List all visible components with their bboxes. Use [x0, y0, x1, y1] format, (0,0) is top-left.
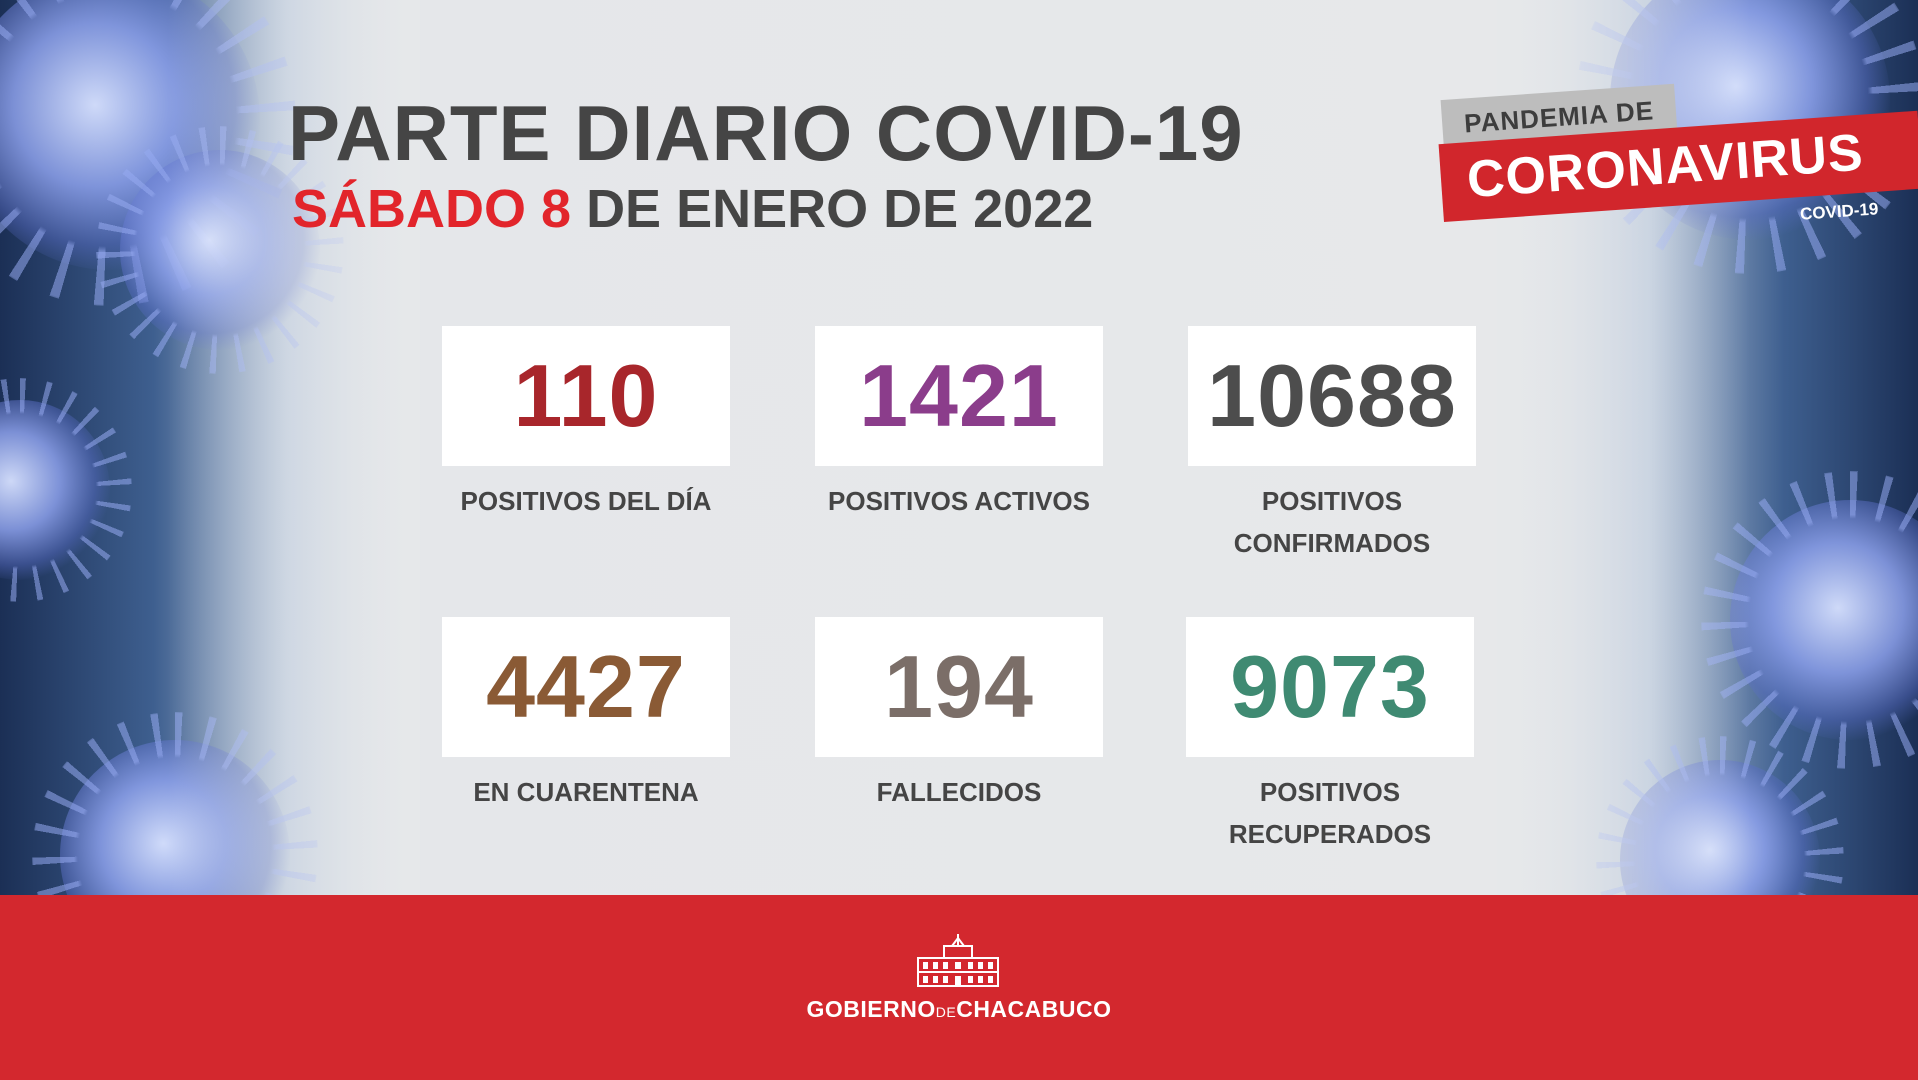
background-fade [0, 0, 420, 895]
stat-label-line: CONFIRMADOS [1233, 528, 1431, 558]
stat-value: 4427 [486, 637, 686, 736]
stat-value: 194 [884, 637, 1034, 736]
stat-value: 10688 [1207, 346, 1457, 445]
stat-label: POSITIVOS CONFIRMADOS [1182, 480, 1482, 564]
stat-card-positivos-del-dia: 110 [442, 326, 730, 466]
stat-card-positivos-recuperados: 9073 [1186, 617, 1474, 757]
report-date: SÁBADO 8 DE ENERO DE 2022 [292, 178, 1093, 240]
stat-label-line: POSITIVOS DEL DÍA [460, 486, 712, 516]
footer-brand-a: GOBIERNO [806, 996, 936, 1022]
stat-value: 1421 [859, 346, 1059, 445]
stat-label-line: POSITIVOS ACTIVOS [828, 486, 1090, 516]
stat-label: EN CUARENTENA [436, 771, 736, 813]
footer-bar [0, 895, 1918, 1080]
stat-label: POSITIVOS RECUPERADOS [1180, 771, 1480, 855]
footer-brand-b: DE [935, 1004, 957, 1020]
stat-label-line: EN CUARENTENA [473, 777, 699, 807]
stat-card-positivos-confirmados: 10688 [1188, 326, 1476, 466]
badge-sub-label: COVID-19 [1798, 199, 1879, 224]
stat-value: 9073 [1230, 637, 1430, 736]
stat-card-positivos-activos: 1421 [815, 326, 1103, 466]
stat-label: POSITIVOS ACTIVOS [809, 480, 1109, 522]
stat-card-fallecidos: 194 [815, 617, 1103, 757]
stat-card-en-cuarentena: 4427 [442, 617, 730, 757]
stat-value: 110 [513, 346, 659, 445]
stat-label-line: POSITIVOS [1261, 486, 1403, 516]
stat-label-line: FALLECIDOS [876, 777, 1042, 807]
stat-label-line: POSITIVOS [1259, 777, 1401, 807]
stat-label: POSITIVOS DEL DÍA [436, 480, 736, 522]
municipal-building-icon [917, 934, 999, 987]
coronavirus-badge: PANDEMIA DE CORONAVIRUS COVID-19 [1438, 83, 1918, 228]
stat-label-line: RECUPERADOS [1228, 819, 1432, 849]
footer-brand-c: CHACABUCO [956, 996, 1112, 1022]
date-day: SÁBADO 8 [292, 179, 572, 239]
stat-label: FALLECIDOS [809, 771, 1109, 813]
page-title: PARTE DIARIO COVID-19 [288, 89, 1244, 177]
footer-brand: GOBIERNODECHACABUCO [0, 996, 1918, 1023]
date-month-year: DE ENERO DE 2022 [586, 179, 1094, 239]
